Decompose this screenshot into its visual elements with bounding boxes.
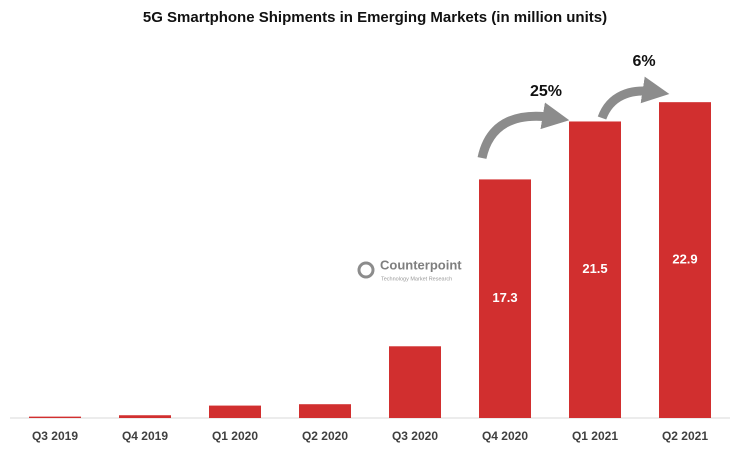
- x-tick-label: Q1 2020: [212, 429, 258, 443]
- watermark-name: Counterpoint: [380, 257, 462, 272]
- bar: [479, 179, 531, 418]
- chart-title: 5G Smartphone Shipments in Emerging Mark…: [143, 9, 607, 26]
- watermark: Counterpoint Technology Market Research: [357, 257, 462, 282]
- x-tick-label: Q2 2021: [662, 429, 708, 443]
- annotation: 25%: [530, 83, 562, 100]
- annotation: 6%: [632, 53, 655, 70]
- bar: [389, 346, 441, 418]
- bar: [569, 121, 621, 419]
- bar: [29, 416, 81, 418]
- value-label: 17.3: [492, 290, 517, 305]
- bar: [659, 102, 711, 418]
- bar: [299, 404, 351, 418]
- value-label: 22.9: [672, 252, 697, 267]
- growth-arrow: [597, 76, 670, 120]
- x-tick-label: Q1 2021: [572, 429, 618, 443]
- x-tick-label: Q4 2020: [482, 429, 528, 443]
- x-tick-label: Q3 2020: [392, 429, 438, 443]
- watermark-logo: [357, 261, 375, 279]
- watermark-tagline: Technology Market Research: [381, 276, 452, 282]
- x-tick-label: Q3 2019: [32, 429, 78, 443]
- value-label: 21.5: [582, 261, 607, 276]
- bar: [209, 405, 261, 418]
- bar: [119, 415, 171, 418]
- x-tick-label: Q4 2019: [122, 429, 168, 443]
- growth-arrow: [477, 102, 570, 160]
- x-tick-label: Q2 2020: [302, 429, 348, 443]
